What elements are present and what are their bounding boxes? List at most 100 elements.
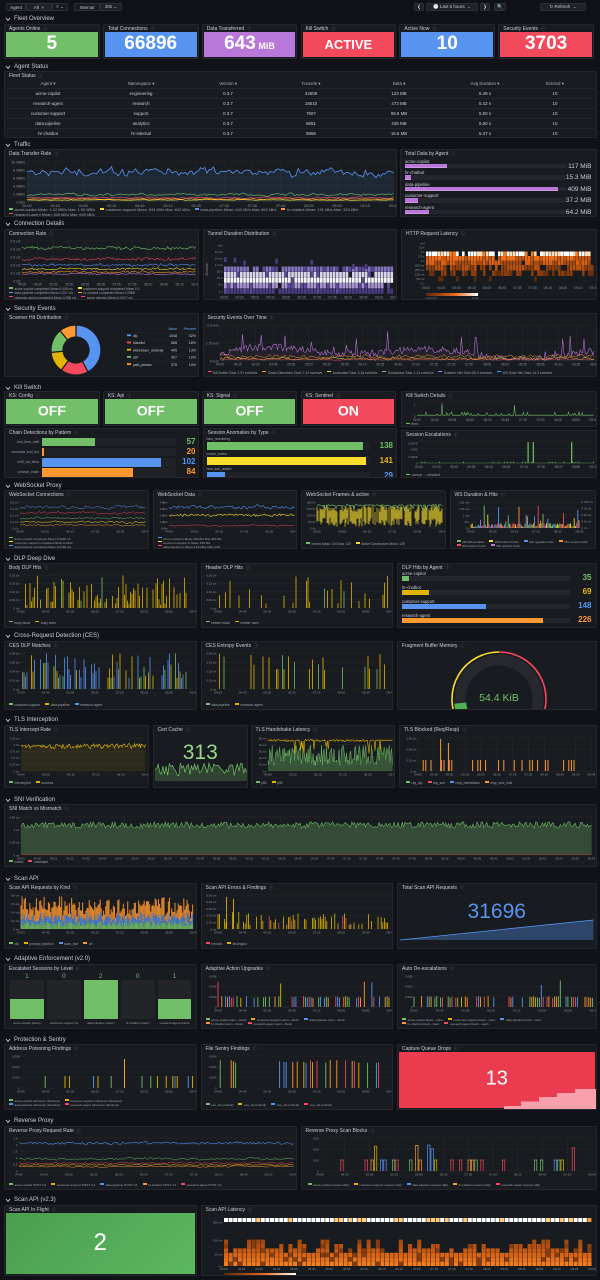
svg-text:0.02 c/s: 0.02 c/s: [9, 678, 20, 682]
svg-text:1: 1: [414, 402, 416, 406]
svg-text:0.004: 0.004: [209, 1054, 217, 1058]
svg-text:54.4 KiB: 54.4 KiB: [479, 692, 519, 704]
svg-text:09:15: 09:15: [539, 857, 547, 861]
svg-text:05:05: 05:05: [41, 530, 49, 534]
svg-text:668: 668: [171, 341, 177, 345]
svg-text:04:45: 04:45: [238, 609, 246, 613]
svg-text:09:10: 09:10: [553, 1267, 561, 1271]
svg-text:07:25: 07:25: [240, 530, 248, 534]
svg-text:0 s: 0 s: [218, 1264, 222, 1268]
svg-text:0.04 c/s: 0.04 c/s: [9, 669, 20, 673]
svg-text:0.04: 0.04: [312, 1147, 318, 1151]
svg-text:0.04 c/s: 0.04 c/s: [206, 900, 217, 904]
svg-text:0 c/s: 0 c/s: [12, 526, 19, 530]
svg-text:04:25: 04:25: [50, 204, 60, 208]
svg-text:05:15: 05:15: [148, 857, 156, 861]
svg-text:08:20: 08:20: [500, 1267, 508, 1271]
svg-text:0 ev/s: 0 ev/s: [209, 359, 218, 363]
svg-text:05:55: 05:55: [342, 1267, 350, 1271]
svg-text:webstream_anomaly: webstream_anomaly: [133, 348, 164, 352]
svg-text:09:30: 09:30: [590, 418, 597, 422]
svg-text:07:55: 07:55: [276, 204, 286, 208]
svg-text:06:15: 06:15: [363, 530, 371, 534]
svg-text:0.002: 0.002: [12, 1076, 20, 1080]
svg-text:05:15: 05:15: [107, 204, 117, 208]
svg-text:08:55: 08:55: [165, 931, 173, 935]
svg-text:08:40: 08:40: [240, 1172, 248, 1176]
svg-text:04:00: 04:00: [17, 773, 25, 777]
svg-text:05:55: 05:55: [340, 363, 348, 367]
svg-text:0: 0: [214, 1086, 216, 1090]
svg-text:0.4 c/s: 0.4 c/s: [11, 247, 21, 251]
svg-text:0: 0: [16, 1169, 18, 1173]
svg-text:08:55: 08:55: [506, 857, 514, 861]
svg-text:0.02 c/s: 0.02 c/s: [581, 513, 591, 517]
svg-text:0.05 c/s: 0.05 c/s: [9, 598, 20, 602]
svg-text:0 c/s: 0 c/s: [13, 687, 20, 691]
svg-text:Percent: Percent: [184, 327, 196, 331]
svg-text:0.003: 0.003: [209, 1065, 217, 1069]
svg-text:0.8 c/s: 0.8 c/s: [11, 893, 20, 897]
svg-text:05:35: 05:35: [263, 691, 271, 695]
svg-text:0 c/s: 0 c/s: [13, 606, 20, 610]
svg-text:0.06 c/s: 0.06 c/s: [406, 736, 417, 740]
svg-text:08:55: 08:55: [165, 1090, 173, 1094]
svg-text:07:25: 07:25: [388, 530, 396, 534]
svg-text:05:05: 05:05: [289, 773, 297, 777]
svg-text:05:35: 05:35: [66, 609, 74, 613]
svg-text:1548: 1548: [169, 334, 177, 338]
svg-text:04:45: 04:45: [42, 691, 50, 695]
svg-text:0.20 c/s: 0.20 c/s: [206, 573, 217, 577]
svg-text:08:35: 08:35: [117, 773, 125, 777]
svg-text:08:25: 08:25: [457, 857, 465, 861]
svg-text:07:15: 07:15: [429, 363, 437, 367]
svg-text:08:25: 08:25: [304, 204, 314, 208]
svg-text:0: 0: [411, 1005, 413, 1009]
svg-text:0.02 c/s: 0.02 c/s: [206, 914, 217, 918]
svg-text:blacklist: blacklist: [133, 341, 145, 345]
svg-text:+Inf: +Inf: [217, 243, 222, 247]
svg-text:08:05: 08:05: [337, 1008, 345, 1012]
svg-text:04:45: 04:45: [238, 1008, 246, 1012]
svg-text:09:45: 09:45: [590, 1008, 597, 1012]
svg-text:0.005: 0.005: [410, 448, 418, 452]
svg-text:08:35: 08:35: [474, 857, 482, 861]
svg-text:06:15: 06:15: [66, 530, 74, 534]
svg-text:09:45: 09:45: [390, 295, 397, 299]
svg-text:05:20: 05:20: [307, 1267, 315, 1271]
svg-text:05:05: 05:05: [450, 465, 458, 469]
svg-text:06:35: 06:35: [97, 282, 105, 286]
svg-text:100 f/s: 100 f/s: [307, 513, 316, 517]
svg-text:8 MB/s: 8 MB/s: [13, 168, 25, 172]
svg-text:08:40: 08:40: [538, 1172, 546, 1176]
svg-text:05:00: 05:00: [250, 295, 258, 299]
svg-text:07:35: 07:35: [328, 295, 336, 299]
svg-text:04:00: 04:00: [17, 609, 25, 613]
svg-text:08:10: 08:10: [215, 1172, 223, 1176]
svg-text:10%: 10%: [189, 363, 197, 367]
svg-text:06:45: 06:45: [501, 418, 509, 422]
svg-text:0 c/s: 0 c/s: [210, 927, 217, 931]
svg-text:04:45: 04:45: [269, 363, 277, 367]
svg-text:05:45: 05:45: [135, 204, 145, 208]
svg-text:05:05: 05:05: [290, 1267, 298, 1271]
svg-text:1 s: 1 s: [218, 289, 223, 293]
svg-text:13%: 13%: [189, 348, 197, 352]
svg-text:07:25: 07:25: [92, 773, 100, 777]
svg-text:08:05: 08:05: [337, 691, 345, 695]
svg-text:375: 375: [171, 363, 177, 367]
svg-text:20 ms: 20 ms: [258, 756, 266, 760]
svg-text:0 s: 0 s: [465, 526, 469, 530]
svg-text:06:25: 06:25: [288, 1090, 296, 1094]
svg-text:0 c/s: 0 c/s: [210, 606, 217, 610]
svg-text:07:05: 07:05: [513, 286, 521, 290]
svg-text:08:05: 08:05: [337, 609, 345, 613]
svg-text:0.008: 0.008: [12, 1054, 20, 1058]
svg-text:0: 0: [316, 1169, 318, 1173]
svg-text:04:30: 04:30: [235, 295, 243, 299]
svg-text:250 ms: 250 ms: [415, 268, 425, 272]
svg-text:09:45: 09:45: [439, 530, 446, 534]
svg-text:0.1 c/s: 0.1 c/s: [10, 520, 19, 524]
svg-text:0.15 c/s: 0.15 c/s: [9, 581, 20, 585]
svg-text:0: 0: [416, 461, 418, 465]
